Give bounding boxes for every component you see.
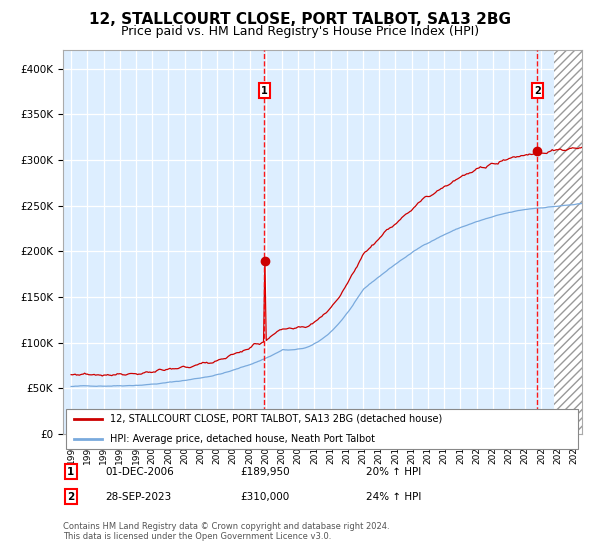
Text: 1: 1 [261,86,268,96]
Text: Contains HM Land Registry data © Crown copyright and database right 2024.
This d: Contains HM Land Registry data © Crown c… [63,522,389,542]
FancyBboxPatch shape [65,409,578,449]
Text: Price paid vs. HM Land Registry's House Price Index (HPI): Price paid vs. HM Land Registry's House … [121,25,479,38]
Text: 12, STALLCOURT CLOSE, PORT TALBOT, SA13 2BG: 12, STALLCOURT CLOSE, PORT TALBOT, SA13 … [89,12,511,27]
Bar [554,50,582,434]
Text: 01-DEC-2006: 01-DEC-2006 [105,466,174,477]
Text: 28-SEP-2023: 28-SEP-2023 [105,492,171,502]
Text: £310,000: £310,000 [240,492,289,502]
Text: 1: 1 [67,466,74,477]
Text: 12, STALLCOURT CLOSE, PORT TALBOT, SA13 2BG (detached house): 12, STALLCOURT CLOSE, PORT TALBOT, SA13 … [110,414,442,424]
Text: 24% ↑ HPI: 24% ↑ HPI [366,492,421,502]
Text: 20% ↑ HPI: 20% ↑ HPI [366,466,421,477]
Text: £189,950: £189,950 [240,466,290,477]
Text: 2: 2 [534,86,541,96]
Text: 2: 2 [67,492,74,502]
Text: HPI: Average price, detached house, Neath Port Talbot: HPI: Average price, detached house, Neat… [110,434,375,444]
